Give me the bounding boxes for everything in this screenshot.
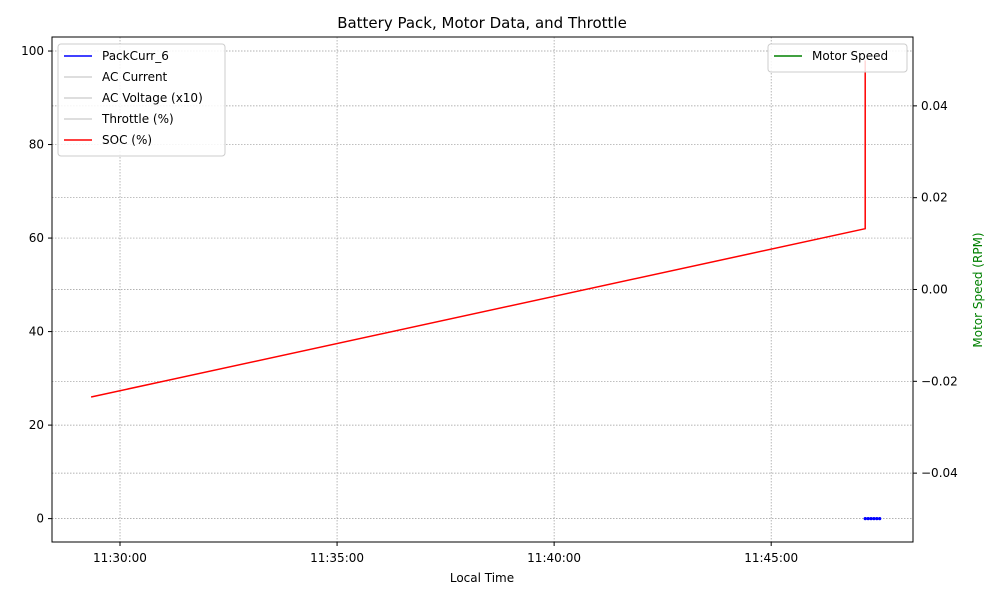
legend-label: AC Current xyxy=(102,70,168,84)
series-line-soc xyxy=(90,60,866,398)
point-packcurr xyxy=(878,517,882,521)
point-packcurr xyxy=(866,517,870,521)
legend-label: Throttle (%) xyxy=(101,112,174,126)
plot-series xyxy=(90,60,882,521)
legend-box xyxy=(57,43,226,157)
y-left-tick-label: 20 xyxy=(29,418,44,432)
x-tick-label: 11:45:00 xyxy=(744,551,798,565)
y-right-tick-label: 0.04 xyxy=(921,99,948,113)
x-tick-label: 11:35:00 xyxy=(310,551,364,565)
y-right-tick-label: 0.00 xyxy=(921,283,948,297)
legend-right: Motor Speed xyxy=(767,43,908,73)
legend-label: AC Voltage (x10) xyxy=(102,91,203,105)
y-left-tick-label: 100 xyxy=(21,44,44,58)
y-axis-right: 0.04 0.02 0.00 −0.02 −0.04 xyxy=(913,99,958,480)
y-left-tick-label: 40 xyxy=(29,325,44,339)
point-packcurr xyxy=(875,517,879,521)
x-tick-label: 11:30:00 xyxy=(93,551,147,565)
y-right-tick-label: −0.02 xyxy=(921,374,958,388)
legend-left: PackCurr_6 AC Current AC Voltage (x10) Thro… xyxy=(57,43,226,157)
y-left-tick-label: 80 xyxy=(29,138,44,152)
legend-label: PackCurr_6 xyxy=(102,49,169,63)
legend-label: Motor Speed xyxy=(812,49,888,63)
y-left-tick-label: 0 xyxy=(36,512,44,526)
grid xyxy=(52,37,913,542)
chart-title: Battery Pack, Motor Data, and Throttle xyxy=(337,14,627,32)
legend-box xyxy=(767,43,908,73)
x-axis-label: Local Time xyxy=(450,571,514,585)
y-axis-left: 0 20 40 60 80 100 xyxy=(21,44,52,526)
y-right-tick-label: 0.02 xyxy=(921,191,948,205)
y-right-tick-label: −0.04 xyxy=(921,466,958,480)
y-axis-right-label: Motor Speed (RPM) xyxy=(971,232,985,347)
legend-label: SOC (%) xyxy=(102,133,152,147)
x-tick-label: 11:40:00 xyxy=(527,551,581,565)
y-left-tick-label: 60 xyxy=(29,231,44,245)
x-axis: 11:30:00 11:35:00 11:40:00 11:45:00 xyxy=(93,542,798,565)
